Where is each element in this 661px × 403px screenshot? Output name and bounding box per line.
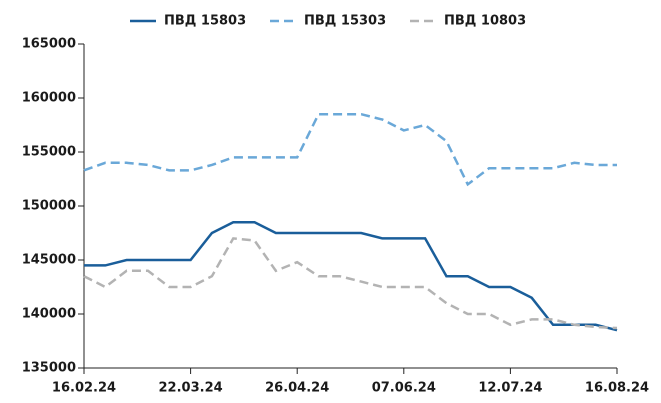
y-tick-label: 160000	[22, 91, 76, 106]
x-tick-label: 22.03.24	[159, 381, 223, 396]
line-series	[84, 220, 618, 332]
y-tick-label: 155000	[22, 145, 76, 160]
y-tick-label: 140000	[22, 307, 76, 322]
legend-label: ПВД 15303	[304, 14, 386, 29]
x-tick-label: 07.06.24	[372, 381, 436, 396]
x-tick-label: 16.02.24	[52, 381, 116, 396]
x-tick-label: 12.07.24	[478, 381, 542, 396]
legend-label: ПВД 15803	[164, 14, 246, 29]
y-tick-label: 150000	[22, 199, 76, 214]
y-tick-label: 165000	[22, 37, 76, 52]
line-series	[83, 237, 618, 330]
x-tick-label: 26.04.24	[265, 381, 329, 396]
y-tick-label: 145000	[22, 253, 76, 268]
line-series	[83, 112, 617, 187]
y-tick-label: 135000	[22, 361, 76, 376]
legend-label: ПВД 10803	[444, 14, 526, 29]
x-tick-label: 16.08.24	[585, 381, 649, 396]
